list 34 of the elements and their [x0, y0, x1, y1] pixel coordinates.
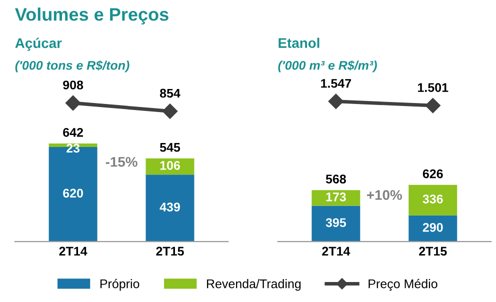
chart-title: Etanol: [278, 38, 320, 48]
annotation: +10%: [367, 190, 402, 200]
legend-label: Preço Médio: [368, 278, 438, 291]
bar: [312, 190, 360, 206]
data-label: 1.547: [321, 79, 352, 88]
total-label: 568: [326, 174, 346, 184]
data-label: 395: [326, 218, 346, 228]
annotation: Volumes e Preços: [15, 8, 168, 24]
x-tick-label: 2T14: [322, 246, 350, 256]
bar: [408, 215, 458, 242]
x-tick-label: 2T15: [156, 246, 184, 256]
legend-label: Revenda/Trading: [207, 279, 301, 291]
data-label: 173: [326, 192, 346, 202]
total-label: 626: [422, 169, 443, 178]
data-label: 1.501: [418, 83, 448, 92]
total-label: 545: [160, 143, 180, 152]
data-label: 854: [160, 88, 180, 98]
x-tick-label: 2T15: [419, 246, 447, 256]
data-label: 620: [63, 188, 83, 198]
annotation: -15%: [106, 157, 138, 167]
total-label: 642: [63, 128, 83, 137]
data-label: 290: [422, 222, 443, 232]
data-label: 439: [160, 202, 180, 212]
legend-label: Próprio: [100, 278, 140, 291]
text: ('000 m³ e R$/m³): [278, 60, 377, 72]
x-tick-label: 2T14: [59, 246, 88, 256]
text: ('000 tons e R$/ton): [15, 60, 130, 72]
text: Açúcar: [15, 38, 62, 51]
bar: [408, 184, 458, 216]
data-label: 106: [160, 161, 180, 170]
data-label: 908: [63, 80, 84, 90]
bar: [146, 174, 194, 242]
data-label: 336: [422, 194, 443, 204]
bar: [312, 206, 360, 242]
